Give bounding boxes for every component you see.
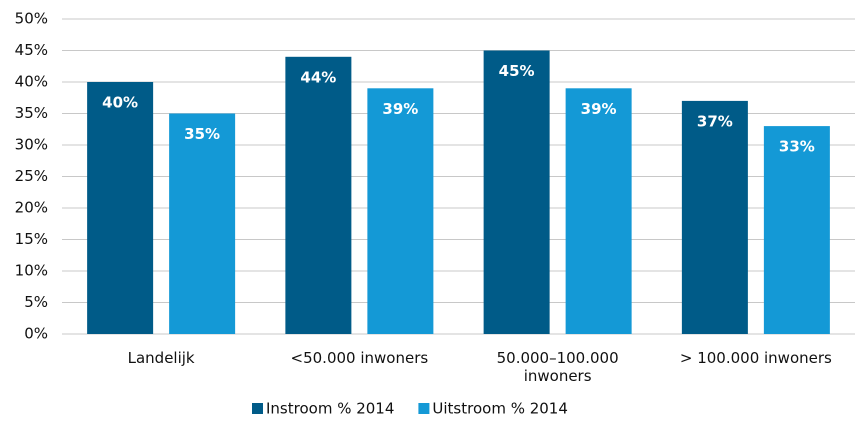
bar [483,50,550,334]
bar [763,126,830,334]
x-tick-label: 50.000–100.000 inwoners [496,349,619,385]
y-tick-label: 0% [24,325,48,343]
y-tick-label: 5% [24,293,48,311]
x-tick-label: > 100.000 inwoners [679,349,832,367]
y-tick-label: 20% [15,199,48,217]
data-label: 33% [779,138,815,156]
y-tick-label: 10% [15,262,48,280]
data-label: 35% [184,125,220,143]
y-tick-label: 15% [15,230,48,248]
data-label: 39% [581,100,617,118]
y-tick-label: 40% [15,73,48,91]
data-label: 40% [102,94,138,112]
y-tick-label: 25% [15,167,48,185]
legend-swatch [252,403,263,414]
y-tick-label: 30% [15,136,48,154]
bar [565,88,632,334]
bar [285,56,352,335]
x-tick-label: Landelijk [127,349,195,367]
bar [169,113,236,334]
data-label: 39% [382,100,418,118]
bar [87,82,154,334]
legend-label: Uitstroom % 2014 [432,400,568,418]
legend-label: Instroom % 2014 [266,400,394,418]
y-tick-label: 50% [15,10,48,28]
data-label: 37% [697,112,733,130]
data-label: 44% [300,68,336,86]
x-tick-label: <50.000 inwoners [290,349,429,367]
y-tick-label: 35% [15,104,48,122]
bar [367,88,434,334]
y-tick-label: 45% [15,41,48,59]
data-label: 45% [499,62,535,80]
legend-swatch [418,403,430,414]
bar [681,100,748,335]
